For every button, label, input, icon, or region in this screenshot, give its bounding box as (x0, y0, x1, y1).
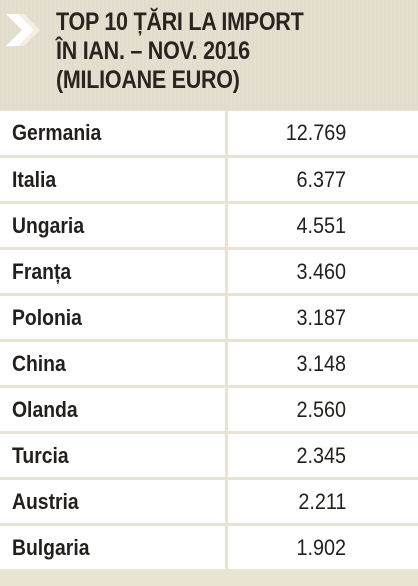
value-cell: 2.211 (297, 488, 346, 514)
country-cell: Bulgaria (12, 534, 90, 560)
value-cell: 12.769 (285, 120, 346, 145)
column-divider (225, 434, 228, 477)
value-cell: 3.460 (296, 258, 346, 284)
country-cell: Turcia (12, 442, 69, 468)
country-cell: Germania (12, 120, 102, 145)
value-cell: 1.902 (296, 534, 346, 560)
table-row: Polonia 3.187 (0, 293, 418, 339)
import-table: Germania 12.769 Italia 6.377 Ungaria 4.551 Fra… (0, 111, 418, 569)
column-divider (225, 111, 228, 155)
country-cell: Austria (12, 488, 79, 514)
table-row: Austria 2.211 (0, 477, 418, 523)
value-cell: 3.148 (296, 350, 346, 376)
page-title: TOP 10 ȚĂRI LA IMPORT ÎN IAN. – NOV. 201… (56, 8, 359, 95)
value-cell: 3.187 (296, 304, 346, 330)
title-line-1: TOP 10 ȚĂRI LA IMPORT (56, 8, 304, 36)
country-cell: Italia (12, 166, 57, 192)
table-row: Ungaria 4.551 (0, 201, 418, 247)
country-cell: Polonia (12, 304, 82, 330)
column-divider (225, 296, 228, 339)
country-cell: Franța (12, 258, 72, 284)
country-cell: Olanda (12, 396, 78, 422)
double-chevron-right-icon (6, 14, 40, 46)
column-divider (225, 250, 228, 293)
table-row: Germania 12.769 (0, 111, 418, 155)
country-cell: China (12, 350, 66, 376)
table-row: Turcia 2.345 (0, 431, 418, 477)
value-cell: 6.377 (296, 166, 346, 192)
value-cell: 2.560 (296, 396, 346, 422)
column-divider (225, 204, 228, 247)
table-row: Franța 3.460 (0, 247, 418, 293)
column-divider (225, 342, 228, 385)
table-row: Olanda 2.560 (0, 385, 418, 431)
column-divider (225, 158, 228, 201)
table-row: Italia 6.377 (0, 155, 418, 201)
title-line-3: (MILIOANE EURO) (56, 66, 240, 94)
column-divider (225, 388, 228, 431)
column-divider (225, 480, 228, 523)
table-row: Bulgaria 1.902 (0, 523, 418, 569)
country-cell: Ungaria (12, 212, 85, 238)
card-header: TOP 10 ȚĂRI LA IMPORT ÎN IAN. – NOV. 201… (0, 0, 418, 110)
table-row: China 3.148 (0, 339, 418, 385)
value-cell: 2.345 (296, 442, 346, 468)
column-divider (225, 526, 228, 569)
title-line-2: ÎN IAN. – NOV. 2016 (56, 37, 250, 65)
value-cell: 4.551 (296, 212, 346, 238)
